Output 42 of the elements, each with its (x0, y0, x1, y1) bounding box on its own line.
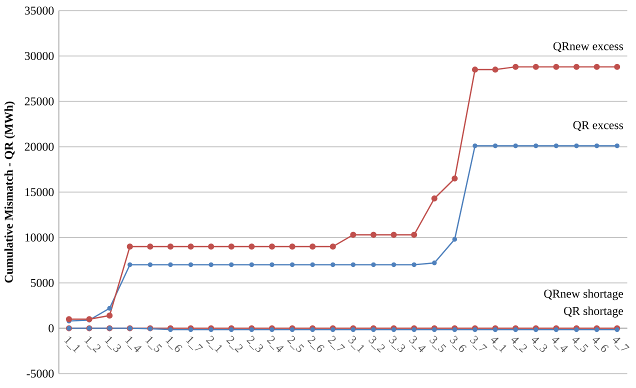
x-tick-label: 4_7 (612, 338, 630, 351)
x-tick-label: 3_4 (409, 336, 426, 352)
x-tick-label: 2_5 (287, 336, 304, 352)
x-tick-label: 4_6 (592, 338, 609, 352)
x-tick-label: 3_7 (470, 336, 488, 351)
y-tick-label: 20000 (24, 142, 54, 151)
x-tick-label: 1_5 (145, 336, 162, 352)
x-tick-label: 4_2 (511, 338, 527, 353)
x-tick-label: 2_3 (246, 336, 263, 352)
x-tick-label: 3_3 (388, 336, 406, 352)
x-tick-label: 1_6 (166, 336, 182, 352)
x-tick-label: 4_1 (491, 338, 506, 353)
x-tick-label: 1_2 (84, 336, 101, 353)
y-axis-title: Cumulative Mismatch - QR (MWh) (4, 102, 16, 283)
x-tick-label: 3_2 (368, 336, 385, 353)
text: QRnew shortage (544, 290, 624, 300)
x-tick-label: 3_5 (429, 336, 446, 352)
series-label: QRnew excess (553, 42, 624, 52)
x-tick-label: 1_1 (64, 336, 80, 353)
x-tick-label: 2_7 (328, 336, 346, 351)
x-tick-label: 2_1 (206, 336, 222, 353)
x-tick-label: 2_6 (307, 336, 325, 352)
y-tick-label: 35000 (24, 6, 54, 15)
y-tick-label: 15000 (25, 188, 54, 196)
x-tick-label: 4_4 (552, 338, 568, 352)
x-tick-label: 2_2 (226, 336, 243, 353)
y-tick-label: 0 (48, 324, 54, 333)
y-tick-label: 10000 (25, 234, 54, 242)
y-tick-label: 25000 (24, 98, 54, 106)
x-tick-label: 3_1 (348, 336, 364, 353)
y-tick-label: -5000 (26, 370, 54, 378)
x-tick-label: 4_5 (572, 338, 588, 352)
x-tick-label: 4_3 (532, 338, 548, 352)
series-label: QR excess (573, 121, 624, 132)
x-tick-label: 3_6 (450, 336, 467, 352)
x-tick-label: 2_4 (266, 336, 284, 352)
x-tick-label: 1_4 (125, 336, 142, 352)
x-tick-label: 1_3 (104, 336, 121, 352)
x-tick-label: 1_7 (186, 336, 204, 351)
y-tick-label: 5000 (30, 279, 54, 288)
series-label: QR shortage (564, 306, 624, 318)
y-tick-label: 30000 (24, 52, 54, 60)
